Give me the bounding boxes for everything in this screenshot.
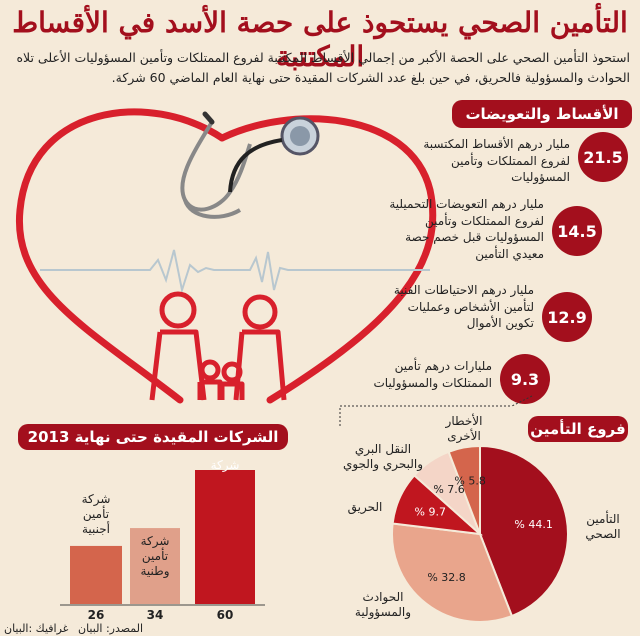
- bar: [70, 545, 122, 604]
- stethoscope-icon: [180, 111, 320, 219]
- pie-slice: [447, 444, 481, 535]
- bar-category-label: شركة تأمين وطنية: [140, 534, 170, 578]
- stat-text: مليارات درهم تأمين الممتلكات والمسؤوليات: [373, 359, 492, 390]
- pie-value-label: % 9.7: [415, 506, 446, 519]
- stat-text: مليار درهم التعويضات التحميلية لفروع الم…: [389, 197, 544, 261]
- pie-value-label: % 44.1: [514, 518, 552, 531]
- stat-badge: 9.3: [500, 354, 550, 404]
- stat-badge: 21.5: [578, 132, 628, 182]
- bar-category-label: شركة تأمين أجنبية: [81, 492, 111, 536]
- companies-header: الشركات المقيدة حتى نهاية 2013: [18, 424, 288, 450]
- stat-text: مليار درهم الأقساط المكتسبة لفروع الممتل…: [423, 137, 570, 184]
- leader-line: [339, 395, 533, 428]
- source-credit: المصدر: البيان: [78, 622, 144, 635]
- bar-value-label: 34: [146, 608, 164, 622]
- heart-outline-icon: [15, 108, 226, 404]
- bar: [130, 528, 180, 604]
- pie-value-label: % 7.6: [433, 483, 464, 496]
- pie-category-label: الحوادث والمسؤولية: [354, 590, 412, 619]
- pie-slice: [479, 444, 569, 618]
- premiums-header: الأقساط والتعويضات: [452, 100, 632, 128]
- graphic-credit: غرافيك :البيان: [4, 622, 69, 635]
- bar-value-label: 60: [216, 608, 234, 622]
- ecg-line-icon: [40, 249, 430, 294]
- branches-pie-chart: % 44.1 % 32.8 % 9.7 % 7.6% 5.8: [391, 444, 569, 623]
- page-title: التأمين الصحي يستحوذ على حصة الأسد في ال…: [12, 6, 628, 73]
- pie-value-label: % 32.8: [427, 571, 465, 584]
- pie-category-label: التأمين الصحي: [585, 512, 621, 541]
- bar-value-label: 26: [87, 608, 105, 622]
- stat-badge: 14.5: [552, 206, 602, 256]
- bar: [195, 470, 255, 604]
- intro-paragraph: استحوذ التأمين الصحي على الحصة الأكبر من…: [16, 50, 630, 85]
- pie-category-label: النقل البري والبحري والجوي: [342, 442, 424, 471]
- branches-header: فروع التأمين: [528, 416, 628, 442]
- bar-category-label: شركة: [210, 458, 240, 472]
- stat-text: مليار درهم الاحتياطات الفنية لتأمين الأش…: [393, 283, 534, 330]
- pie-slice: [391, 522, 514, 623]
- companies-bar-chart: [60, 470, 265, 606]
- family-figures-icon: [149, 291, 287, 401]
- pie-category-label: الحريق: [347, 500, 383, 514]
- pie-category-label: الأخطار الأخرى: [445, 414, 483, 443]
- heart-illustration: [15, 108, 437, 404]
- stat-badge: 12.9: [542, 292, 592, 342]
- pie-value-label: % 5.8: [454, 474, 485, 487]
